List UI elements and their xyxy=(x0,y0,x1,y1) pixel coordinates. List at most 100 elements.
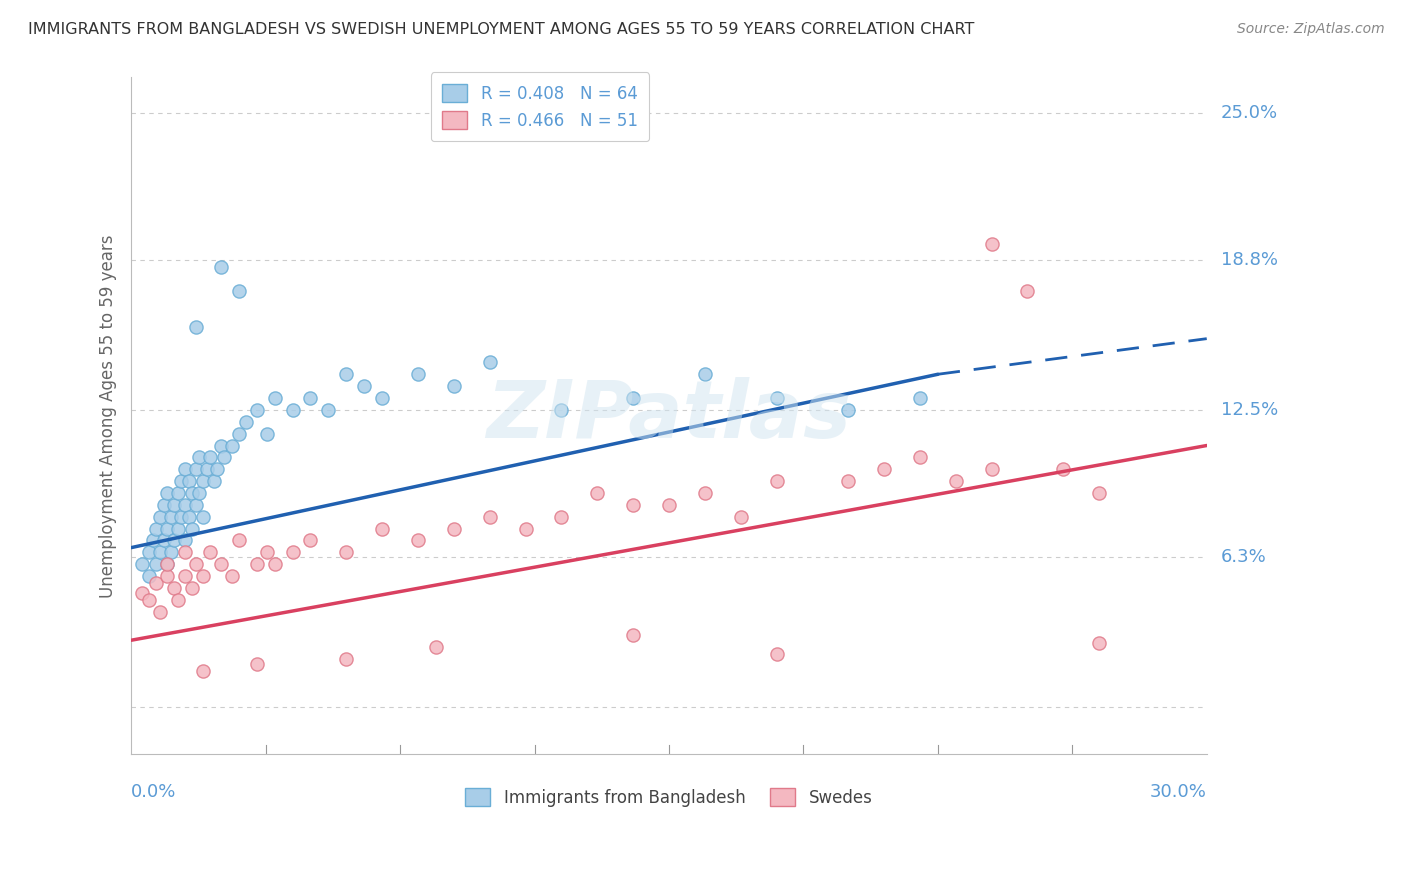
Point xyxy=(163,533,186,548)
Point xyxy=(142,533,165,548)
Point xyxy=(1052,462,1074,476)
Point xyxy=(174,498,197,512)
Text: Source: ZipAtlas.com: Source: ZipAtlas.com xyxy=(1237,22,1385,37)
Point xyxy=(138,545,160,559)
Point xyxy=(166,592,188,607)
Point xyxy=(228,284,250,298)
Point xyxy=(170,474,193,488)
Point xyxy=(246,403,269,417)
Point xyxy=(152,498,174,512)
Point xyxy=(1017,284,1039,298)
Point xyxy=(174,533,197,548)
Point xyxy=(263,558,285,572)
Point xyxy=(980,236,1002,251)
Point xyxy=(443,522,465,536)
Point xyxy=(221,569,243,583)
Point xyxy=(174,569,197,583)
Point xyxy=(515,522,537,536)
Text: 25.0%: 25.0% xyxy=(1220,104,1278,122)
Point xyxy=(945,474,967,488)
Point xyxy=(149,605,172,619)
Point xyxy=(837,474,859,488)
Point xyxy=(156,569,179,583)
Point xyxy=(621,498,644,512)
Point xyxy=(281,403,304,417)
Point xyxy=(149,545,172,559)
Point xyxy=(765,474,787,488)
Point xyxy=(837,403,859,417)
Point xyxy=(263,391,285,405)
Point xyxy=(371,522,394,536)
Legend: Immigrants from Bangladesh, Swedes: Immigrants from Bangladesh, Swedes xyxy=(458,781,879,814)
Point xyxy=(693,368,716,382)
Point xyxy=(550,509,572,524)
Point xyxy=(621,391,644,405)
Point xyxy=(299,391,322,405)
Point xyxy=(138,592,160,607)
Point xyxy=(177,474,200,488)
Point xyxy=(159,545,181,559)
Point xyxy=(191,569,214,583)
Point xyxy=(335,368,357,382)
Text: IMMIGRANTS FROM BANGLADESH VS SWEDISH UNEMPLOYMENT AMONG AGES 55 TO 59 YEARS COR: IMMIGRANTS FROM BANGLADESH VS SWEDISH UN… xyxy=(28,22,974,37)
Point xyxy=(246,558,269,572)
Point xyxy=(184,319,207,334)
Point xyxy=(221,438,243,452)
Point xyxy=(621,628,644,642)
Point xyxy=(202,474,225,488)
Point xyxy=(228,533,250,548)
Point xyxy=(406,368,429,382)
Point xyxy=(181,581,204,595)
Point xyxy=(873,462,896,476)
Y-axis label: Unemployment Among Ages 55 to 59 years: Unemployment Among Ages 55 to 59 years xyxy=(100,234,117,598)
Point xyxy=(198,450,221,465)
Point xyxy=(908,450,931,465)
Point xyxy=(195,462,218,476)
Point xyxy=(152,533,174,548)
Point xyxy=(145,576,167,591)
Point xyxy=(184,462,207,476)
Point xyxy=(159,509,181,524)
Point xyxy=(198,545,221,559)
Point xyxy=(184,498,207,512)
Point xyxy=(138,569,160,583)
Point xyxy=(693,486,716,500)
Point xyxy=(174,462,197,476)
Point xyxy=(209,260,232,275)
Point xyxy=(163,581,186,595)
Point xyxy=(145,522,167,536)
Point xyxy=(478,509,501,524)
Point xyxy=(166,486,188,500)
Text: 6.3%: 6.3% xyxy=(1220,548,1267,566)
Point xyxy=(235,415,257,429)
Point xyxy=(256,426,278,441)
Point xyxy=(207,462,229,476)
Point xyxy=(335,545,357,559)
Point xyxy=(149,509,172,524)
Point xyxy=(184,558,207,572)
Point xyxy=(188,450,211,465)
Point xyxy=(191,664,214,678)
Point xyxy=(170,509,193,524)
Point xyxy=(371,391,394,405)
Point xyxy=(214,450,236,465)
Point xyxy=(228,426,250,441)
Point xyxy=(209,438,232,452)
Point xyxy=(131,586,153,600)
Text: 0.0%: 0.0% xyxy=(131,782,177,801)
Text: 12.5%: 12.5% xyxy=(1220,401,1278,419)
Point xyxy=(156,558,179,572)
Point xyxy=(478,355,501,369)
Point xyxy=(550,403,572,417)
Point xyxy=(131,558,153,572)
Point xyxy=(318,403,340,417)
Point xyxy=(163,498,186,512)
Point xyxy=(246,657,269,671)
Point xyxy=(299,533,322,548)
Point xyxy=(443,379,465,393)
Point xyxy=(406,533,429,548)
Point xyxy=(181,486,204,500)
Text: ZIPatlas: ZIPatlas xyxy=(486,376,852,455)
Point xyxy=(256,545,278,559)
Point xyxy=(156,486,179,500)
